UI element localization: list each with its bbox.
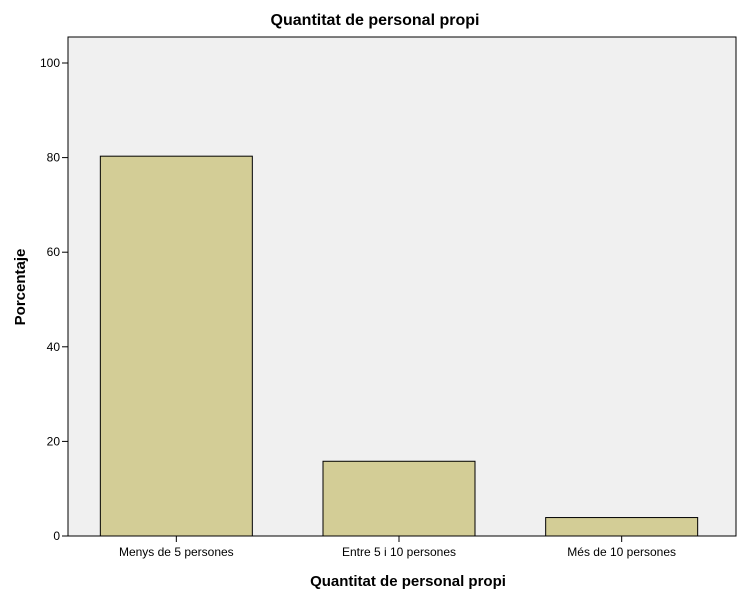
y-tick-label: 60 bbox=[47, 245, 61, 259]
bars-group bbox=[99, 155, 699, 537]
x-tick-label: Més de 10 persones bbox=[567, 545, 676, 559]
y-axis-label: Porcentaje bbox=[12, 249, 29, 326]
x-axis-label: Quantitat de personal propi bbox=[310, 573, 506, 589]
chart-title: Quantitat de personal propi bbox=[271, 12, 480, 29]
y-tick-label: 80 bbox=[47, 151, 61, 165]
y-tick-label: 20 bbox=[47, 434, 61, 448]
bar bbox=[545, 517, 699, 537]
y-tick-label: 100 bbox=[40, 56, 60, 70]
bar bbox=[99, 155, 253, 537]
y-tick-label: 0 bbox=[53, 529, 60, 543]
y-tick-label: 40 bbox=[47, 340, 61, 354]
x-tick-label: Entre 5 i 10 persones bbox=[342, 545, 456, 559]
x-axis: Menys de 5 persones Entre 5 i 10 persones… bbox=[119, 536, 676, 559]
bar bbox=[322, 460, 476, 537]
y-axis: 0 20 40 60 80 100 bbox=[40, 56, 68, 543]
x-tick-label: Menys de 5 persones bbox=[119, 545, 234, 559]
